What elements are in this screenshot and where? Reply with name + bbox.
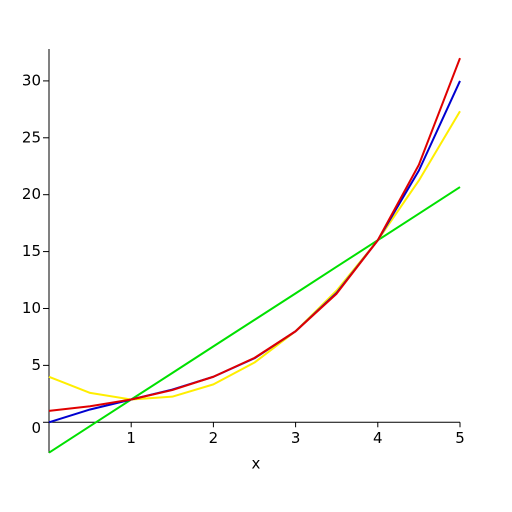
series-line <box>48 80 461 424</box>
x-axis-label: x <box>252 455 261 473</box>
x-tick-label: 1 <box>126 429 136 447</box>
y-tick-label: 0 <box>31 419 41 437</box>
y-tick-label: 25 <box>22 128 41 146</box>
y-tick-label: 30 <box>22 71 41 89</box>
y-tick-label: 5 <box>31 356 41 374</box>
x-tick-label: 5 <box>455 429 465 447</box>
x-tick-label: 4 <box>373 429 383 447</box>
x-tick-label: 3 <box>291 429 301 447</box>
series-line <box>48 110 461 401</box>
series-line <box>48 186 461 454</box>
y-tick-label: 10 <box>22 299 41 317</box>
y-tick-label: 15 <box>22 242 41 260</box>
y-tick-label: 20 <box>22 185 41 203</box>
x-tick-label: 2 <box>209 429 219 447</box>
series-line <box>48 57 461 412</box>
